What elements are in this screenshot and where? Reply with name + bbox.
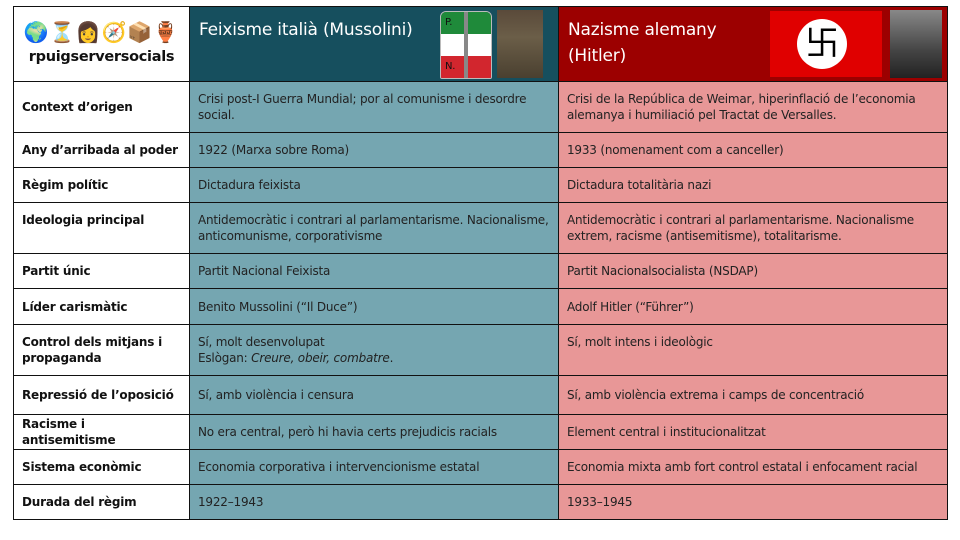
- row-label: Control dels mitjans i propaganda: [13, 324, 190, 376]
- germany-cell: Sí, amb violència extrema i camps de con…: [558, 375, 948, 415]
- italy-cell: Sí, amb violència i censura: [189, 375, 559, 415]
- italy-cell: 1922 (Marxa sobre Roma): [189, 132, 559, 168]
- hitler-portrait: [890, 10, 942, 78]
- italy-cell: Sí, molt desenvolupat Eslògan: Creure, o…: [189, 324, 559, 376]
- germany-cell: Adolf Hitler (“Führer”): [558, 288, 948, 325]
- italy-title: Feixisme italià (Mussolini): [199, 20, 413, 40]
- row-label: Partit únic: [13, 253, 190, 289]
- row-label: Racisme i antisemitisme: [13, 414, 190, 450]
- table-row: Règim polític Dictadura feixista Dictadu…: [13, 167, 948, 203]
- pnf-flag-icon: P. N.: [440, 11, 492, 79]
- italy-header: Feixisme italià (Mussolini) P. N.: [189, 6, 559, 82]
- italy-cell: Crisi post-I Guerra Mundial; por al comu…: [189, 81, 559, 133]
- mussolini-portrait: [497, 10, 543, 78]
- header-row: 🌍⏳👩🧭📦🏺 rpuigserversocials Feixisme itali…: [13, 6, 948, 82]
- germany-cell: Sí, molt intens i ideològic: [558, 324, 948, 376]
- table-row: Any d’arribada al poder 1922 (Marxa sobr…: [13, 132, 948, 168]
- row-label: Líder carismàtic: [13, 288, 190, 325]
- italy-cell: Benito Mussolini (“Il Duce”): [189, 288, 559, 325]
- table-row: Repressió de l’oposició Sí, amb violènci…: [13, 375, 948, 415]
- germany-cell: Dictadura totalitària nazi: [558, 167, 948, 203]
- nazi-flag-icon: 卐: [770, 11, 882, 77]
- logo-icons: 🌍⏳👩🧭📦🏺: [23, 20, 180, 44]
- row-label: Règim polític: [13, 167, 190, 203]
- table-row: Sistema econòmic Economia corporativa i …: [13, 449, 948, 485]
- logo: 🌍⏳👩🧭📦🏺 rpuigserversocials: [13, 6, 190, 82]
- row-label: Durada del règim: [13, 484, 190, 520]
- logo-text: rpuigserversocials: [28, 49, 175, 65]
- row-label: Context d’origen: [13, 81, 190, 133]
- germany-cell: Economia mixta amb fort control estatal …: [558, 449, 948, 485]
- germany-cell: 1933 (nomenament com a canceller): [558, 132, 948, 168]
- germany-cell: 1933–1945: [558, 484, 948, 520]
- italy-cell: No era central, però hi havia certs prej…: [189, 414, 559, 450]
- table-row: Durada del règim 1922–1943 1933–1945: [13, 484, 948, 520]
- italy-cell: Dictadura feixista: [189, 167, 559, 203]
- table-row: Partit únic Partit Nacional Feixista Par…: [13, 253, 948, 289]
- row-label: Repressió de l’oposició: [13, 375, 190, 415]
- italy-cell: Economia corporativa i intervencionisme …: [189, 449, 559, 485]
- germany-cell: Crisi de la República de Weimar, hiperin…: [558, 81, 948, 133]
- italy-cell: Antidemocràtic i contrari al parlamentar…: [189, 202, 559, 254]
- slogan: Eslògan: Creure, obeir, combatre.: [198, 351, 394, 365]
- row-label: Any d’arribada al poder: [13, 132, 190, 168]
- germany-cell: Partit Nacionalsocialista (NSDAP): [558, 253, 948, 289]
- row-label: Ideologia principal: [13, 202, 190, 254]
- table-row: Context d’origen Crisi post-I Guerra Mun…: [13, 81, 948, 133]
- table-row: Ideologia principal Antidemocràtic i con…: [13, 202, 948, 254]
- italy-cell: Partit Nacional Feixista: [189, 253, 559, 289]
- germany-header: Nazisme alemany (Hitler) 卐: [558, 6, 948, 82]
- row-label: Sistema econòmic: [13, 449, 190, 485]
- comparison-table: 🌍⏳👩🧭📦🏺 rpuigserversocials Feixisme itali…: [13, 6, 948, 520]
- germany-cell: Antidemocràtic i contrari al parlamentar…: [558, 202, 948, 254]
- table-row: Líder carismàtic Benito Mussolini (“Il D…: [13, 288, 948, 325]
- table-row: Control dels mitjans i propaganda Sí, mo…: [13, 324, 948, 376]
- germany-title: Nazisme alemany (Hitler): [568, 20, 717, 66]
- germany-cell: Element central i institucionalitzat: [558, 414, 948, 450]
- italy-cell: 1922–1943: [189, 484, 559, 520]
- table-row: Racisme i antisemitisme No era central, …: [13, 414, 948, 450]
